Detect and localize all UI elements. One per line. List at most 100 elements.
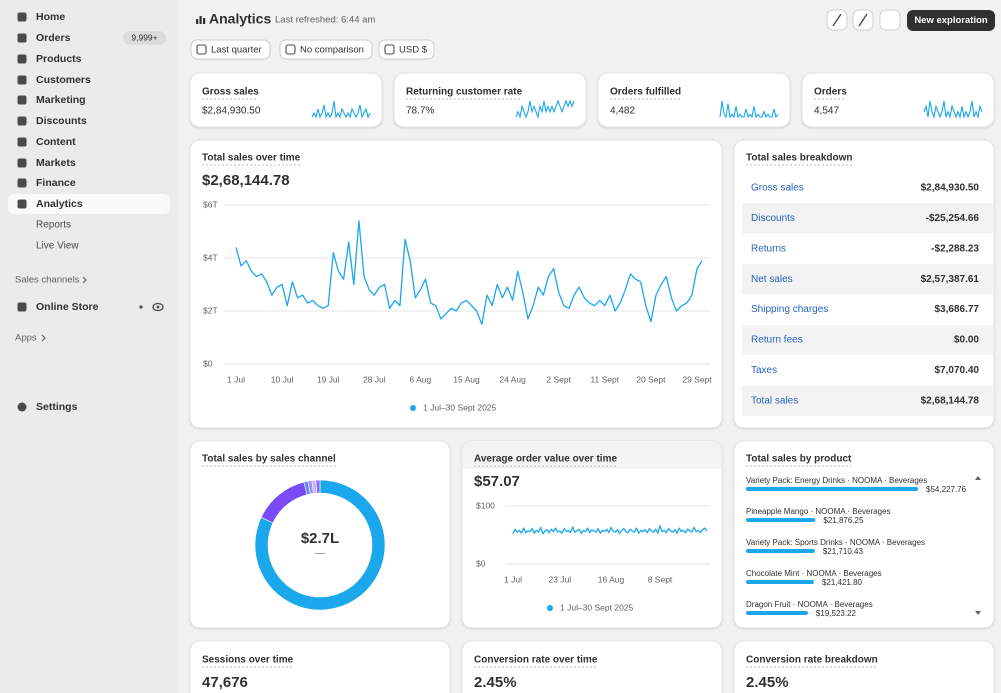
y-tick-label: $0 bbox=[203, 358, 213, 368]
nav-icon bbox=[17, 178, 27, 188]
card-title: Average order value over time bbox=[474, 454, 617, 465]
nav-icon bbox=[17, 158, 27, 168]
nav-item[interactable]: Markets bbox=[36, 157, 76, 169]
analytics-icon bbox=[199, 16, 202, 24]
product-name: Pineapple Mango · NOOMA · Beverages bbox=[746, 507, 891, 516]
card bbox=[189, 440, 451, 629]
breakdown-label[interactable]: Gross sales bbox=[751, 183, 804, 194]
card-headline: 2.45% bbox=[746, 674, 789, 691]
product-name: Variety Pack: Sports Drinks · NOOMA · Be… bbox=[746, 538, 925, 547]
donut-center-value: $2.7L bbox=[301, 530, 339, 547]
orders-badge-text: 9,999+ bbox=[131, 32, 157, 42]
x-tick-label: 10 Jul bbox=[271, 374, 294, 384]
section-label[interactable]: Sales channels bbox=[15, 275, 80, 286]
breakdown-label[interactable]: Discounts bbox=[751, 213, 795, 224]
series-line bbox=[512, 525, 708, 535]
card bbox=[801, 72, 995, 128]
kpi-value: 4,482 bbox=[610, 106, 635, 117]
kpi-label: Orders bbox=[814, 87, 847, 98]
analytics-icon bbox=[196, 19, 199, 24]
filter-button[interactable] bbox=[279, 39, 373, 60]
x-tick-label: 20 Sept bbox=[636, 374, 666, 384]
nav-item[interactable]: Settings bbox=[36, 401, 78, 413]
breakdown-label[interactable]: Returns bbox=[751, 243, 786, 254]
x-tick-label: 6 Aug bbox=[410, 374, 432, 384]
x-tick-label: 29 Sept bbox=[682, 374, 712, 384]
x-tick-label: 1 Jul bbox=[227, 374, 245, 384]
icon-button[interactable] bbox=[879, 9, 901, 31]
y-tick-label: $4T bbox=[203, 252, 218, 262]
nav-item[interactable]: Analytics bbox=[36, 198, 83, 210]
nav-icon bbox=[17, 95, 27, 105]
filter-button[interactable] bbox=[190, 39, 271, 60]
card bbox=[393, 72, 587, 128]
settings-icon bbox=[17, 402, 27, 412]
row-stripe bbox=[742, 264, 994, 295]
last-refreshed: Last refreshed: 6:44 am bbox=[275, 15, 375, 26]
kpi-value: 78.7% bbox=[406, 106, 434, 117]
nav-item[interactable]: Content bbox=[36, 136, 76, 148]
chevron bbox=[41, 334, 46, 342]
y-tick-label: $0 bbox=[476, 558, 486, 568]
nav-item[interactable]: Reports bbox=[36, 220, 71, 231]
nav-item[interactable]: Customers bbox=[36, 74, 91, 86]
row-stripe bbox=[742, 325, 994, 355]
legend-swatch bbox=[547, 605, 553, 611]
breakdown-label[interactable]: Taxes bbox=[751, 365, 777, 376]
sparkline bbox=[515, 99, 575, 120]
breakdown-label[interactable]: Return fees bbox=[751, 335, 803, 346]
filter-label[interactable]: Last quarter bbox=[211, 45, 262, 56]
card-header-bg bbox=[462, 441, 722, 469]
sparkline bbox=[719, 100, 779, 119]
card-title: Total sales over time bbox=[202, 153, 301, 164]
breakdown-label[interactable]: Net sales bbox=[751, 274, 793, 285]
kpi-value: 4,547 bbox=[814, 106, 839, 117]
nav-icon bbox=[17, 137, 27, 147]
kpi-label: Gross sales bbox=[202, 87, 259, 98]
nav-icon bbox=[17, 302, 27, 312]
nav-item[interactable]: Online Store bbox=[36, 301, 99, 313]
filter-label[interactable]: No comparison bbox=[300, 45, 364, 56]
nav-icon bbox=[17, 54, 27, 64]
scroll-down[interactable] bbox=[975, 611, 981, 615]
product-name: Dragon Fruit · NOOMA · Beverages bbox=[746, 600, 873, 609]
chevron bbox=[82, 276, 87, 284]
nav-icon bbox=[17, 33, 27, 43]
section-label[interactable]: Apps bbox=[15, 333, 37, 344]
kpi-label: Orders fulfilled bbox=[610, 87, 681, 98]
bar-value-label: $54,227.76 bbox=[926, 485, 967, 494]
nav-item[interactable]: Finance bbox=[36, 177, 76, 189]
icon-glyph bbox=[858, 13, 868, 27]
breakdown-label[interactable]: Total sales bbox=[751, 395, 798, 406]
card bbox=[189, 139, 723, 429]
breakdown-value: $0.00 bbox=[954, 335, 979, 346]
nav-item[interactable]: Discounts bbox=[36, 115, 87, 127]
y-tick-label: $6T bbox=[203, 199, 218, 209]
donut-slice bbox=[254, 479, 386, 611]
row-stripe bbox=[742, 385, 994, 416]
nav-item[interactable]: Orders bbox=[36, 32, 71, 44]
breakdown-value: $2,84,930.50 bbox=[921, 183, 980, 194]
analytics-icon bbox=[203, 18, 206, 24]
nav-icon bbox=[17, 116, 27, 126]
card-title: Conversion rate over time bbox=[474, 655, 598, 666]
scroll-up[interactable] bbox=[975, 476, 981, 480]
primary-button[interactable] bbox=[907, 10, 995, 31]
x-tick-label: 15 Aug bbox=[453, 374, 480, 384]
y-tick-label: $100 bbox=[476, 500, 495, 510]
x-tick-label: 11 Sept bbox=[590, 374, 619, 384]
eye-icon[interactable] bbox=[152, 302, 164, 312]
nav-item[interactable]: Marketing bbox=[36, 94, 86, 106]
card-headline: 47,676 bbox=[202, 674, 248, 691]
sparkline bbox=[311, 100, 371, 119]
filter-label[interactable]: USD $ bbox=[399, 45, 428, 56]
breakdown-label[interactable]: Shipping charges bbox=[751, 304, 828, 315]
sidebar bbox=[0, 0, 178, 693]
status-dot bbox=[139, 305, 143, 309]
nav-item[interactable]: Home bbox=[36, 11, 65, 23]
nav-item[interactable]: Live View bbox=[36, 241, 79, 252]
primary-button-label[interactable]: New exploration bbox=[914, 15, 988, 26]
nav-item[interactable]: Products bbox=[36, 53, 82, 65]
bar bbox=[746, 518, 816, 522]
